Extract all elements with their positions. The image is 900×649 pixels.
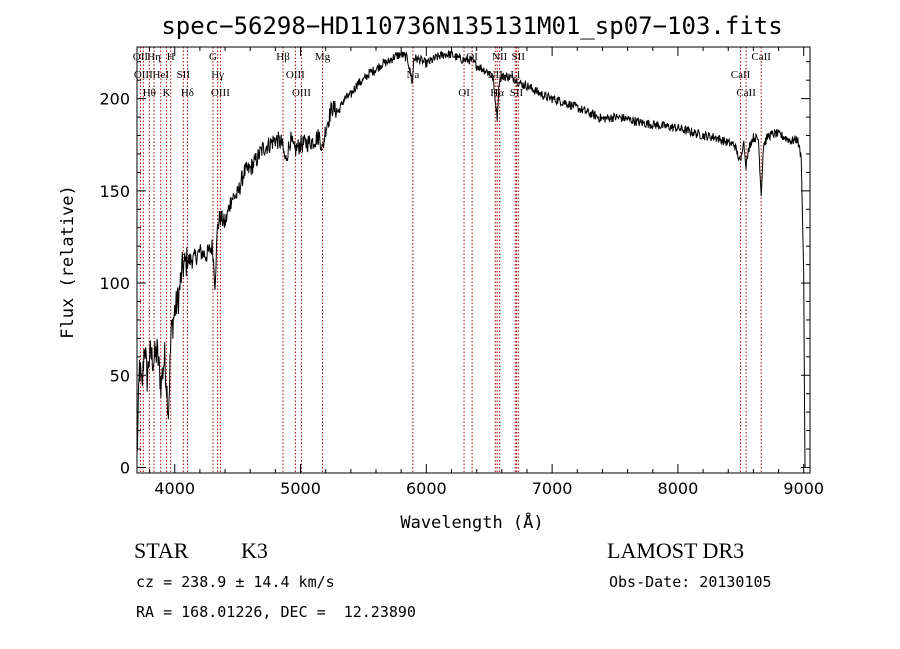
- line-marker-label: OIII: [211, 87, 230, 99]
- y-tick-label: 50: [110, 366, 130, 385]
- chart-title: spec−56298−HD110736N135131M01_sp07−103.f…: [161, 12, 782, 40]
- y-tick-label: 200: [99, 90, 130, 109]
- line-marker-label: NII: [492, 51, 508, 63]
- x-tick-label: 7000: [532, 479, 573, 498]
- y-tick-label: 0: [120, 458, 130, 477]
- y-axis-label: Flux (relative): [58, 185, 78, 339]
- line-marker-label: CaII: [736, 87, 756, 99]
- line-marker-label: SII: [177, 69, 191, 81]
- x-tick-label: 5000: [280, 479, 321, 498]
- line-marker-label: Hθ: [143, 87, 156, 99]
- x-axis-label: Wavelength (Å): [400, 511, 543, 533]
- x-tick-label: 6000: [406, 479, 447, 498]
- line-marker-label: Hβ: [276, 51, 290, 63]
- x-axis-ticks: 4000 5000 6000 7000 8000 9000: [149, 47, 824, 498]
- line-marker-label: NII: [488, 69, 504, 81]
- line-marker-label: G: [209, 51, 217, 63]
- line-marker-label: SII: [512, 51, 526, 63]
- obs-date: Obs-Date: 20130105: [609, 573, 772, 591]
- y-tick-label: 100: [99, 274, 130, 293]
- line-marker-label: CaII: [751, 51, 771, 63]
- line-marker-label: HeI: [153, 69, 170, 81]
- line-marker-label: OI: [466, 51, 478, 63]
- x-tick-label: 8000: [658, 479, 699, 498]
- coordinates: RA = 168.01226, DEC = 12.23890: [136, 603, 416, 621]
- plot-frame: [136, 46, 811, 474]
- x-tick-label: 9000: [783, 479, 824, 498]
- line-marker-label: CaII: [731, 69, 751, 81]
- y-axis-ticks: 0 50 100 150 200: [99, 61, 810, 477]
- line-marker-labels: OIIOIIIHθHηHeIKHSIIHδGHγOIIIHβOIIIOIIIMg…: [133, 51, 772, 99]
- line-marker-label: H: [167, 51, 175, 63]
- line-marker-label: OIII: [134, 69, 153, 81]
- spectrum-line: [136, 50, 806, 468]
- line-marker-label: Hγ: [211, 69, 224, 81]
- object-subclass: K3: [241, 538, 268, 563]
- line-marker-label: Li: [510, 69, 520, 81]
- line-marker-label: Hα: [490, 87, 504, 99]
- line-marker-label: Mg: [315, 51, 331, 63]
- line-marker-label: SII: [510, 87, 524, 99]
- line-marker-label: OIII: [292, 87, 311, 99]
- line-marker-label: OIII: [286, 69, 305, 81]
- line-marker-label: OII: [133, 51, 149, 63]
- object-class: STAR: [134, 538, 189, 563]
- redshift-readout: cz = 238.9 ± 14.4 km/s: [136, 573, 335, 591]
- x-tick-label: 4000: [154, 479, 195, 498]
- line-markers: [139, 47, 762, 473]
- line-marker-label: K: [162, 87, 170, 99]
- line-marker-label: Hδ: [181, 87, 194, 99]
- y-tick-label: 150: [99, 182, 130, 201]
- survey-name: LAMOST DR3: [607, 538, 745, 563]
- line-marker-label: Hη: [147, 51, 161, 63]
- line-marker-label: OI: [458, 87, 470, 99]
